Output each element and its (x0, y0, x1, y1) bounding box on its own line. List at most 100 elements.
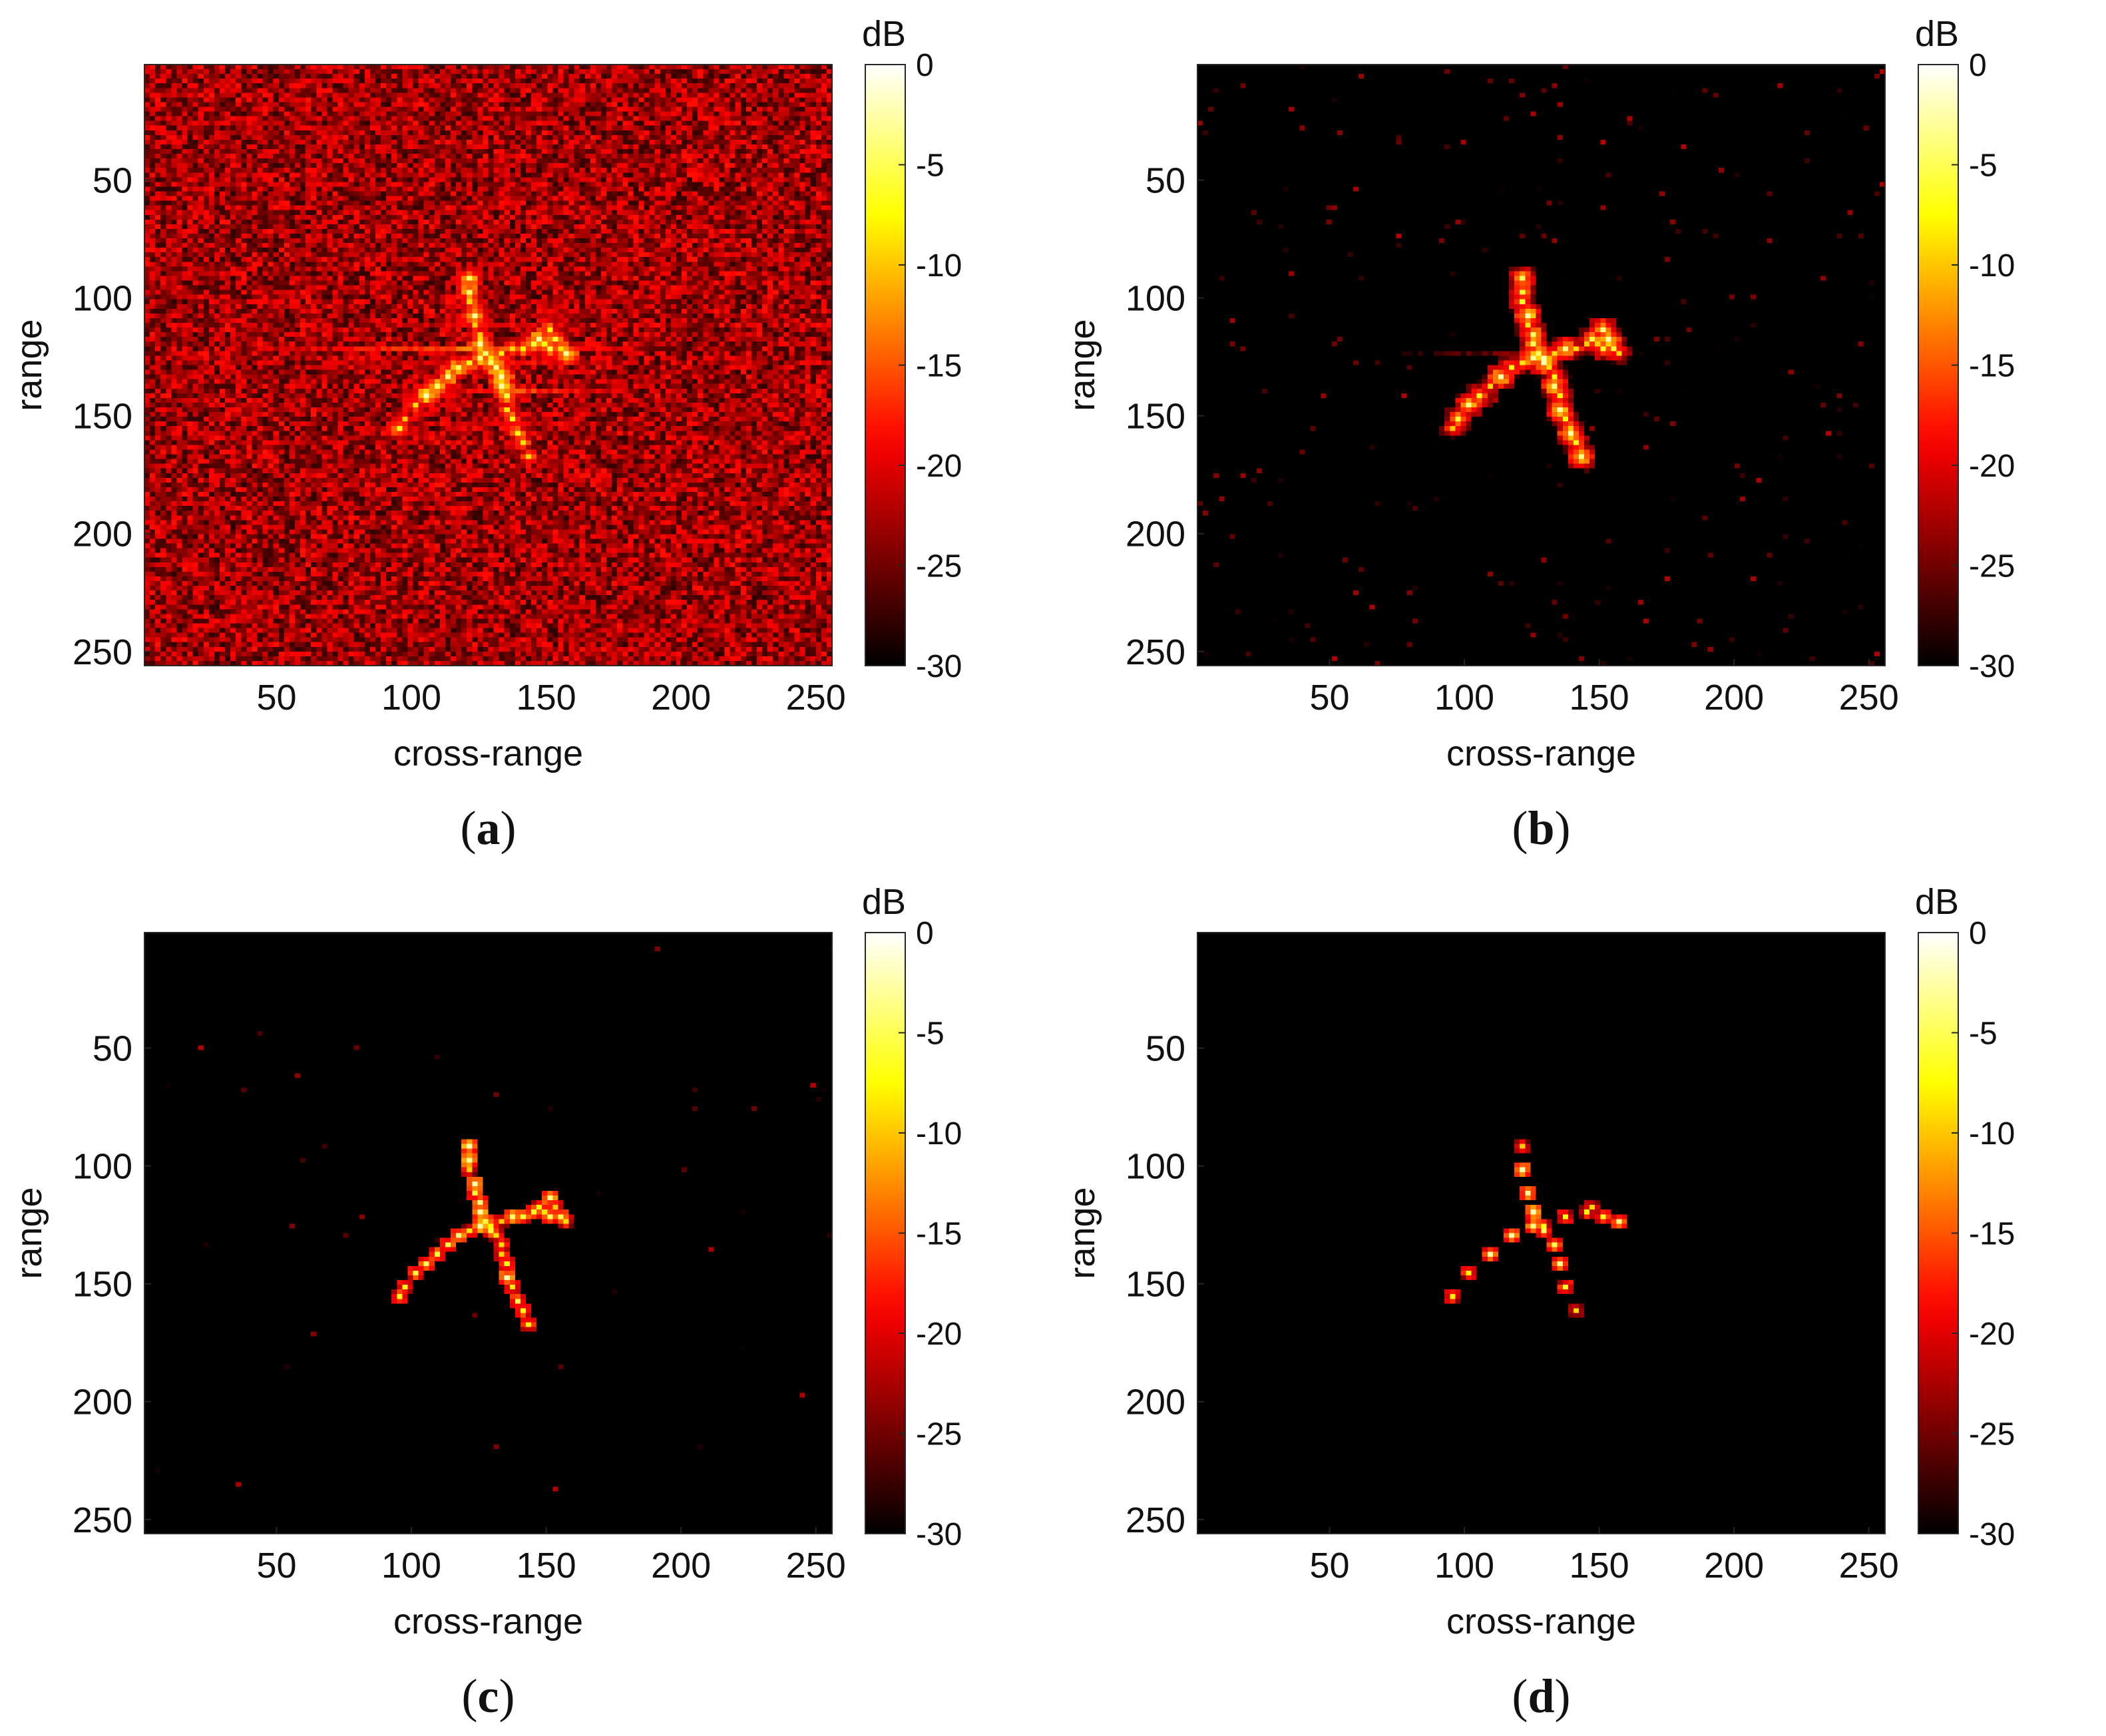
colorbar-tick-label: -5 (1969, 1016, 1998, 1052)
colorbar-tick-label: -30 (1969, 649, 2015, 684)
caption-close: ) (499, 1669, 515, 1723)
colorbar-tick-label: -10 (916, 248, 962, 284)
y-tick-label: 50 (1146, 161, 1185, 201)
caption-open: ( (461, 801, 477, 855)
y-tick-label: 200 (73, 1383, 132, 1422)
y-tick-label: 100 (1126, 1147, 1185, 1187)
caption-close: ) (1555, 1669, 1571, 1723)
colorbar-tick-label: -30 (1969, 1517, 2015, 1552)
y-tick-label: 150 (1126, 397, 1185, 437)
y-tick-label: 250 (73, 632, 132, 672)
y-tick-label: 200 (1126, 1383, 1185, 1422)
colorbar-tick-label: -25 (1969, 1417, 2015, 1452)
x-tick-label: 100 (381, 1546, 441, 1586)
colorbar-tick-label: -30 (916, 1517, 962, 1552)
y-tick-label: 50 (1146, 1029, 1185, 1069)
colorbar-tick-label: -20 (1969, 1317, 2015, 1352)
x-tick-label: 100 (1434, 678, 1494, 718)
colorbar-unit: dB (862, 14, 906, 54)
colorbar-tick-label: -10 (1969, 248, 2015, 284)
plot-frame (1197, 64, 1886, 666)
caption-open: ( (1512, 801, 1528, 855)
x-tick-label: 50 (1309, 678, 1349, 718)
colorbar-tick-label: 0 (1969, 48, 1987, 83)
panel-caption: (a) (461, 801, 517, 855)
y-axis-label: range (1062, 1187, 1102, 1279)
colorbar-tick-label: -20 (916, 1317, 962, 1352)
y-tick-label: 250 (1126, 1500, 1185, 1540)
panel-caption: (d) (1512, 1669, 1570, 1723)
heatmap-image (144, 65, 832, 666)
colorbar-tick-label: -5 (1969, 148, 1998, 184)
x-tick-label: 50 (256, 678, 296, 718)
caption-open: ( (1512, 1669, 1528, 1723)
y-tick-label: 50 (93, 1029, 132, 1069)
x-tick-label: 250 (1839, 678, 1899, 718)
panel-d: 50 100 150 200 250 50 100 150 200 250 cross-range r… (1053, 868, 2106, 1736)
x-tick-label: 200 (651, 1546, 711, 1586)
x-tick-label: 250 (786, 1546, 846, 1586)
caption-letter: c (478, 1669, 499, 1723)
caption-letter: d (1528, 1669, 1554, 1723)
x-tick-label: 100 (381, 678, 441, 718)
y-axis-label: range (9, 1187, 49, 1279)
colorbar-tick-label: -5 (916, 1016, 945, 1052)
caption-open: ( (462, 1669, 478, 1723)
caption-close: ) (1555, 801, 1571, 855)
x-tick-label: 150 (1570, 678, 1629, 718)
colorbar-tick-label: -20 (1969, 449, 2015, 484)
colorbar-tick-label: -15 (916, 1217, 962, 1252)
colorbar-unit: dB (862, 882, 906, 922)
y-tick-label: 250 (1126, 632, 1185, 672)
panel-a: 50 100 150 200 250 50 100 150 200 250 cross-range r… (0, 0, 1053, 868)
plot-frame (144, 64, 833, 666)
y-tick-label: 250 (73, 1500, 132, 1540)
panel-b: 50 100 150 200 250 50 100 150 200 250 cross-range r… (1053, 0, 2106, 868)
colorbar-tick-label: -25 (916, 549, 962, 584)
x-tick-label: 50 (256, 1546, 296, 1586)
x-axis-label: cross-range (393, 734, 583, 773)
heatmap-chart-b: 50 100 150 200 250 50 100 150 200 250 cross-range r… (1062, 14, 2015, 855)
y-tick-label: 200 (73, 515, 132, 554)
x-tick-label: 250 (786, 678, 846, 718)
caption-letter: a (477, 801, 501, 855)
colorbar-tick-label: -20 (916, 449, 962, 484)
y-tick-label: 200 (1126, 515, 1185, 554)
x-tick-label: 200 (1704, 1546, 1764, 1586)
caption-close: ) (501, 801, 517, 855)
colorbar-tick-label: -25 (916, 1417, 962, 1452)
panel-caption: (b) (1512, 801, 1570, 855)
panel-caption: (c) (462, 1669, 515, 1723)
x-tick-label: 150 (517, 678, 576, 718)
x-tick-label: 150 (517, 1546, 576, 1586)
y-tick-label: 150 (73, 397, 132, 437)
colorbar-tick-label: -10 (1969, 1116, 2015, 1152)
x-tick-label: 150 (1570, 1546, 1629, 1586)
x-tick-label: 200 (1704, 678, 1764, 718)
x-tick-label: 100 (1434, 1546, 1494, 1586)
y-tick-label: 100 (73, 279, 132, 319)
x-tick-label: 250 (1839, 1546, 1899, 1586)
y-tick-label: 50 (93, 161, 132, 201)
colorbar-tick-label: -15 (916, 349, 962, 384)
y-axis-label: range (9, 319, 49, 411)
colorbar-tick-label: 0 (916, 48, 934, 83)
y-tick-label: 150 (1126, 1265, 1185, 1305)
heatmap-chart-a: 50 100 150 200 250 50 100 150 200 250 cross-range r… (9, 14, 962, 855)
plot-frame (1197, 932, 1886, 1534)
caption-letter: b (1528, 801, 1554, 855)
colorbar-unit: dB (1915, 14, 1959, 54)
colorbar-tick-label: -30 (916, 649, 962, 684)
y-tick-label: 150 (73, 1265, 132, 1305)
x-axis-label: cross-range (1446, 1602, 1636, 1641)
x-tick-label: 50 (1309, 1546, 1349, 1586)
x-tick-label: 200 (651, 678, 711, 718)
colorbar-tick-label: 0 (1969, 916, 1987, 951)
x-axis-label: cross-range (1446, 734, 1636, 773)
colorbar-tick-label: -5 (916, 148, 945, 184)
y-tick-label: 100 (73, 1147, 132, 1187)
colorbar-tick-label: -10 (916, 1116, 962, 1152)
heatmap-image (1197, 933, 1885, 1534)
panel-c: 50 100 150 200 250 50 100 150 200 250 cross-range r… (0, 868, 1053, 1736)
colorbar-tick-label: -15 (1969, 1217, 2015, 1252)
